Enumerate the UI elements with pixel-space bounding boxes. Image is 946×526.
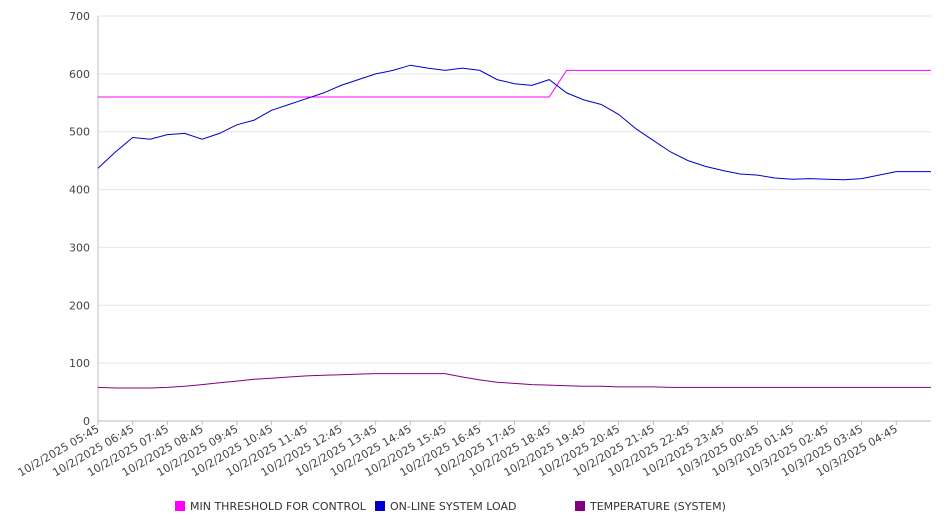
series-line-system-load (97, 64, 931, 181)
gridlines (98, 15, 931, 364)
y-tick-label: 600 (69, 68, 90, 81)
legend-swatch-system-load (375, 501, 385, 511)
y-tick-label: 500 (69, 126, 90, 139)
y-tick-label: 100 (69, 357, 90, 370)
y-tick-label: 0 (83, 415, 90, 428)
legend-item-temperature[interactable]: TEMPERATURE (SYSTEM) (575, 497, 726, 515)
series-lines (97, 64, 931, 389)
y-axis-ticks: 0 100 200 300 400 500 600 700 (69, 10, 90, 428)
legend-item-min-threshold[interactable]: MIN THRESHOLD FOR CONTROL (175, 497, 366, 515)
legend-swatch-min-threshold (175, 501, 185, 511)
series-line-min-threshold (98, 69, 931, 98)
series-line-temperature (97, 373, 931, 389)
y-tick-label: 300 (69, 241, 90, 254)
legend-swatch-temperature (575, 501, 585, 511)
legend-label-min-threshold: MIN THRESHOLD FOR CONTROL (190, 499, 366, 513)
y-tick-label: 200 (69, 299, 90, 312)
y-tick-label: 400 (69, 184, 90, 197)
legend-label-temperature: TEMPERATURE (SYSTEM) (590, 499, 726, 513)
legend-label-system-load: ON-LINE SYSTEM LOAD (390, 499, 517, 513)
legend-item-system-load[interactable]: ON-LINE SYSTEM LOAD (375, 497, 516, 515)
legend: MIN THRESHOLD FOR CONTROL ON-LINE SYSTEM… (0, 497, 946, 515)
y-tick-label: 700 (69, 10, 90, 23)
